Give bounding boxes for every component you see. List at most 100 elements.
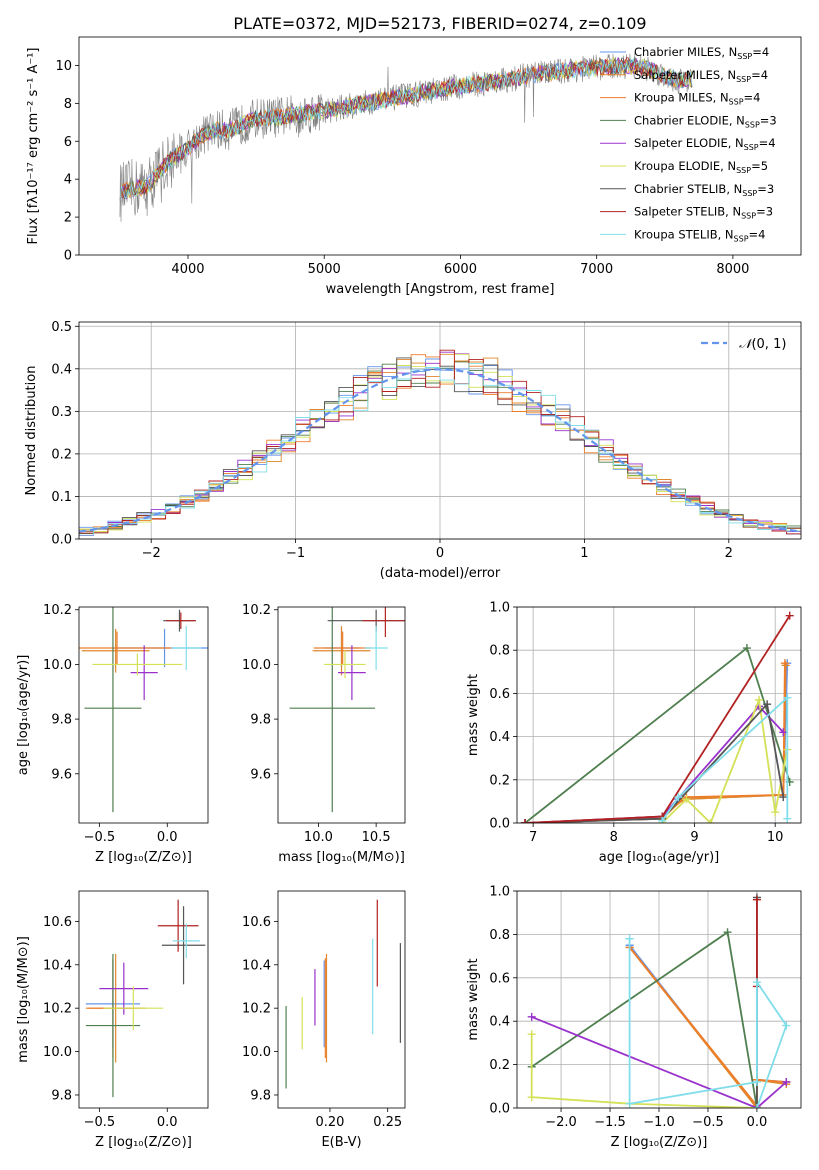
- spectrum-x-tick-label: 7000: [580, 262, 613, 277]
- residuals-y-tick-label: 0.5: [51, 320, 72, 335]
- age-vs-Z-x-tick-label: −0.5: [84, 830, 116, 845]
- legend-entry-label: Kroupa ELODIE, NSSP=5: [634, 159, 768, 175]
- weight-marker: [785, 611, 794, 620]
- age-vs-Z-y-tick-label: 10.0: [43, 658, 72, 673]
- legend-entry-label: Kroupa MILES, NSSP=4: [634, 91, 760, 107]
- weight-vs-Z-x-tick-label: −0.5: [692, 1115, 724, 1130]
- figure-title: PLATE=0372, MJD=52173, FIBERID=0274, z=0…: [233, 14, 646, 33]
- spectrum-y-tick-label: 2: [64, 211, 72, 226]
- weight-marker: [780, 659, 789, 668]
- weight-marker: [706, 819, 715, 823]
- age-vs-mass-x-axis-label: mass [log₁₀(M/M⊙)]: [278, 850, 405, 865]
- spectrum-x-tick-label: 8000: [716, 262, 749, 277]
- weight-vs-Z-y-tick-label: 0.2: [489, 1058, 510, 1073]
- weight-vs-Z-y-tick-label: 0.4: [489, 1015, 510, 1030]
- mass-vs-ebv-frame: [277, 890, 406, 1109]
- age-vs-Z-plot-area: [79, 607, 208, 813]
- residuals-x-tick-label: −1: [286, 546, 305, 561]
- age-vs-Z-y-tick-label: 10.2: [43, 603, 72, 618]
- weight-marker: [521, 819, 530, 823]
- weight-vs-age-axes: 7 8 9 10 0.0 0.2 0.4 0.6 0.8 1.0 age [log₁₀(age/yr…: [466, 601, 801, 865]
- weight-vs-Z-y-tick-label: 1.0: [489, 885, 510, 900]
- mass-vs-Z-x-tick-label: 0.0: [157, 1115, 178, 1130]
- weight-vs-age-y-axis-label: mass weight: [466, 674, 481, 756]
- spectrum-y-tick-label: 0: [64, 249, 72, 264]
- weight-vs-age-frame: [516, 606, 802, 824]
- age-vs-mass-frame: [277, 606, 406, 824]
- age-vs-mass-axes: 10.0 10.5 9.6 9.8 10.0 10.2 mass [log₁₀(M/M⊙)]: [242, 603, 405, 865]
- weight-marker: [527, 1012, 536, 1021]
- weight-vs-Z-x-tick-label: −1.0: [643, 1115, 675, 1130]
- spectrum-model-line: [119, 57, 693, 201]
- legend-entry-label: Salpeter STELIB, NSSP=3: [634, 205, 773, 221]
- legend-entry-label: Salpeter ELODIE, NSSP=4: [634, 136, 776, 152]
- weight-marker: [752, 1104, 761, 1108]
- weight-marker: [625, 1099, 634, 1108]
- age-vs-mass-x-tick-label: 10.0: [304, 830, 333, 845]
- weight-marker: [527, 1030, 536, 1039]
- residuals-plot-area: [79, 349, 801, 536]
- age-vs-Z-axes: −0.5 0.0 9.6 9.8 10.0 10.2 Z [log₁₀(Z/Z⊙)] age …: [16, 603, 192, 865]
- residuals-y-tick-label: 0.3: [51, 405, 72, 420]
- weight-vs-Z-x-tick-label: 0.0: [747, 1115, 768, 1130]
- weight-vs-age-x-tick-label: 10: [767, 830, 784, 845]
- spectrum-y-tick-label: 4: [64, 173, 72, 188]
- residuals-x-axis-label: (data-model)/error: [380, 566, 501, 581]
- weight-vs-age-y-tick-label: 0.6: [489, 687, 510, 702]
- residuals-y-tick-label: 0.1: [51, 490, 72, 505]
- weight-vs-age-y-tick-label: 1.0: [489, 601, 510, 616]
- mass-vs-Z-y-axis-label: mass [log₁₀(M/M⊙)]: [16, 936, 31, 1063]
- mass-vs-ebv-y-tick-label: 10.2: [242, 1002, 271, 1017]
- spectrum-x-tick-label: 4000: [171, 262, 204, 277]
- weight-vs-Z-frame: [516, 890, 802, 1109]
- weight-line: [530, 1034, 757, 1108]
- weight-line: [661, 695, 789, 822]
- weight-vs-Z-y-tick-label: 0.6: [489, 971, 510, 986]
- weight-line: [628, 938, 788, 1108]
- mass-vs-ebv-plot-area: [285, 899, 401, 1089]
- mass-vs-Z-y-tick-label: 10.2: [43, 1002, 72, 1017]
- weight-marker: [742, 644, 751, 653]
- weight-vs-age-plot-area: [521, 611, 794, 823]
- weight-marker: [723, 928, 732, 937]
- weight-line: [531, 930, 758, 1108]
- legend-entry-label: Chabrier STELIB, NSSP=3: [634, 182, 774, 198]
- residuals-x-tick-label: 0: [436, 546, 444, 561]
- spectrum-x-tick-label: 6000: [444, 262, 477, 277]
- residual-histogram: [79, 363, 801, 536]
- mass-vs-Z-x-tick-label: −0.5: [84, 1115, 116, 1130]
- age-vs-mass-plot-area: [289, 607, 405, 813]
- weight-vs-age-y-tick-label: 0.0: [489, 817, 510, 832]
- age-vs-mass-y-tick-label: 9.6: [250, 767, 271, 782]
- residuals-y-axis-label: Normed distribution: [24, 366, 39, 496]
- residuals-axes: −2 −1 0 1 2 0.0 0.1 0.2 0.3 0.4 0.5 (data-model)/er…: [24, 320, 801, 581]
- age-vs-Z-y-axis-label: age [log₁₀(age/yr)]: [16, 655, 31, 776]
- normal-curve: [79, 368, 799, 533]
- legend-label-normal: 𝒩(0, 1): [739, 337, 786, 352]
- mass-vs-ebv-y-tick-label: 10.0: [242, 1045, 271, 1060]
- age-vs-mass-y-tick-label: 10.0: [242, 658, 271, 673]
- mass-vs-Z-y-tick-label: 9.8: [51, 1088, 72, 1103]
- age-vs-mass-x-tick-label: 10.5: [362, 830, 391, 845]
- weight-marker: [658, 816, 667, 823]
- weight-vs-age-x-axis-label: age [log₁₀(age/yr)]: [599, 850, 720, 865]
- weight-line: [525, 663, 789, 823]
- spectrum-y-tick-label: 8: [64, 97, 72, 112]
- mass-vs-Z-frame: [78, 890, 209, 1109]
- age-vs-Z-y-tick-label: 9.6: [51, 767, 72, 782]
- weight-marker: [783, 693, 792, 702]
- weight-vs-age-x-tick-label: 9: [690, 830, 698, 845]
- weight-marker: [782, 1021, 791, 1030]
- mass-vs-ebv-y-tick-label: 10.4: [242, 958, 271, 973]
- weight-marker: [674, 793, 683, 802]
- spectrum-frame: [78, 36, 802, 256]
- weight-marker: [771, 808, 780, 817]
- weight-line: [525, 665, 787, 823]
- spectrum-y-tick-label: 6: [64, 135, 72, 150]
- weight-vs-Z-x-tick-label: −2.0: [545, 1115, 577, 1130]
- mass-vs-ebv-x-axis-label: E(B-V): [321, 1135, 361, 1150]
- spectrum-legend: Chabrier MILES, NSSP=4 Salpeter MILES, NS…: [600, 45, 777, 243]
- spectrum-plot-area: [119, 52, 693, 222]
- mass-vs-Z-y-tick-label: 10.6: [43, 915, 72, 930]
